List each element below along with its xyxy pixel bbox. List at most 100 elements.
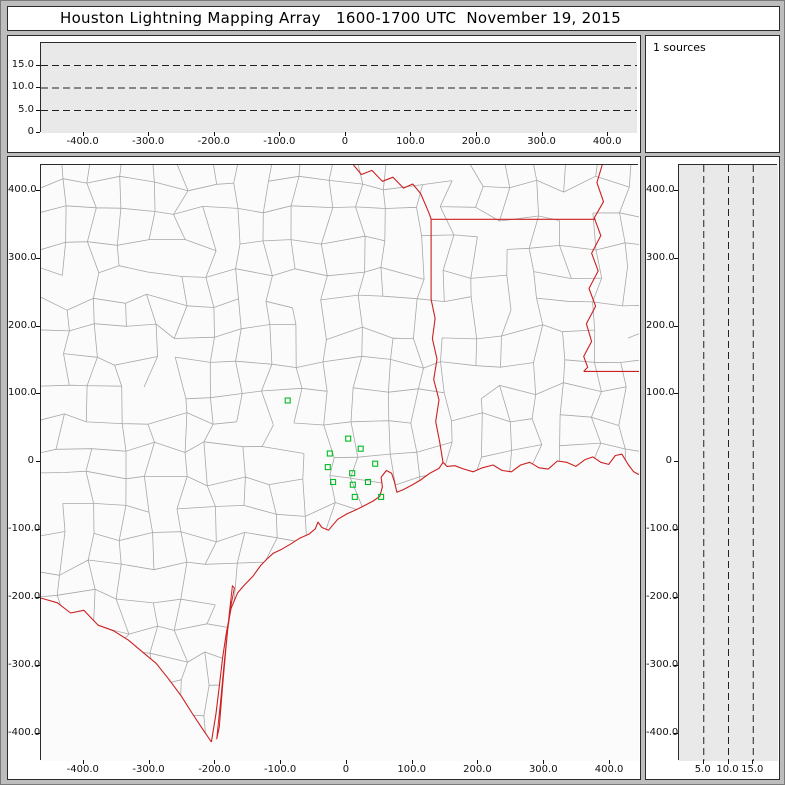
tick-label: -200.0: [198, 764, 231, 775]
tick-label: 400.0: [592, 136, 622, 147]
tick-label: 0: [342, 764, 350, 775]
altitude-ns-plot[interactable]: [678, 164, 778, 761]
tick-label: -300.0: [8, 658, 41, 670]
lma-station-marker: [349, 481, 356, 488]
tick-label: 300.0: [528, 764, 558, 775]
axis-tick: [727, 760, 729, 764]
axis-tick: [82, 760, 84, 764]
altitude-ew-canvas[interactable]: [41, 43, 637, 133]
axis-tick: [674, 529, 678, 531]
axis-tick: [36, 132, 40, 133]
tick-label: -400.0: [646, 726, 679, 738]
axis-tick: [36, 325, 40, 327]
axis-tick: [411, 760, 413, 764]
axis-tick: [36, 529, 40, 531]
mississippi-river-line: [583, 165, 605, 372]
tick-label: -200.0: [197, 136, 230, 147]
axis-tick: [543, 760, 545, 764]
axis-tick: [345, 760, 347, 764]
altitude-ns-panel: 5.0 10.0 15.0 400.0 300.0 200.0 100.0 0 -100.0 -2…: [645, 156, 780, 780]
axis-tick: [410, 132, 412, 136]
sources-count-label: 1 sources: [653, 41, 706, 54]
tick-label: 10.0: [716, 764, 739, 775]
axis-tick: [82, 132, 84, 136]
tick-label: -300.0: [646, 658, 679, 670]
tick-label: -100.0: [263, 764, 297, 775]
axis-tick: [702, 760, 704, 764]
axis-tick: [279, 132, 281, 136]
tick-label: 400.0: [646, 183, 675, 195]
axis-tick: [213, 132, 215, 136]
tick-label: -100.0: [8, 523, 41, 535]
tick-label: -200.0: [8, 591, 41, 603]
axis-tick: [541, 132, 543, 136]
altitude-ew-plot[interactable]: [40, 42, 637, 133]
lma-station-marker: [349, 470, 356, 477]
axis-tick: [36, 109, 40, 111]
tick-label: 0: [341, 136, 349, 147]
lma-station-marker: [345, 435, 352, 442]
plan-map-plot[interactable]: [40, 164, 639, 761]
axis-tick: [674, 664, 678, 666]
axis-tick: [214, 760, 216, 764]
axis-tick: [36, 664, 40, 666]
coast-line: [210, 453, 639, 743]
tick-label: 0: [27, 126, 34, 137]
lma-station-marker: [330, 478, 337, 486]
axis-tick: [148, 132, 150, 136]
tick-label: 100.0: [646, 387, 675, 399]
tick-label: 100.0: [396, 136, 425, 147]
tick-label: 15.0: [11, 58, 34, 70]
plan-map-canvas[interactable]: [41, 165, 639, 761]
tick-label: 300.0: [8, 251, 37, 263]
altitude-ew-panel: -400.0 -300.0 -200.0 -100.0 0 100.0 200.0 300.0…: [7, 35, 641, 153]
axis-tick: [36, 189, 40, 191]
lma-station-marker: [284, 397, 291, 404]
lma-station-marker: [357, 445, 364, 452]
tick-label: 100.0: [397, 764, 427, 775]
tick-label: 200.0: [646, 319, 675, 331]
tick-label: 100.0: [8, 387, 37, 399]
tick-label: -100.0: [263, 136, 296, 147]
tick-label: -300.0: [132, 764, 165, 775]
tick-label: 10.0: [11, 81, 34, 92]
tick-label: -400.0: [66, 136, 99, 147]
tick-label: 200.0: [463, 764, 492, 775]
rio-grande-line: [41, 597, 212, 743]
axis-tick: [609, 760, 611, 764]
tick-label: 400.0: [8, 183, 37, 195]
axis-tick: [36, 732, 40, 734]
tick-label: 0: [665, 455, 672, 467]
tick-label: 0: [27, 455, 34, 467]
axis-tick: [477, 760, 479, 764]
tick-label: 15.0: [741, 764, 764, 775]
plan-map-panel: -400.0 -300.0 -200.0 -100.0 0 100.0 200.0 300.0…: [7, 156, 641, 780]
lma-station-marker: [326, 450, 333, 457]
tick-label: -400.0: [66, 764, 99, 775]
axis-tick: [36, 393, 40, 395]
tick-label: 200.0: [461, 136, 491, 147]
axis-tick: [674, 732, 678, 734]
axis-tick: [674, 461, 678, 463]
sabine-border-line: [430, 219, 444, 463]
axis-tick: [674, 393, 678, 395]
tick-label: -300.0: [132, 136, 165, 147]
axis-tick: [36, 597, 40, 599]
axis-tick: [148, 760, 150, 764]
tick-label: 300.0: [646, 251, 675, 263]
tick-label: 5.0: [18, 103, 34, 115]
axis-tick: [674, 597, 678, 599]
lma-station-marker: [324, 464, 331, 471]
axis-tick: [36, 64, 40, 66]
axis-tick: [36, 257, 40, 259]
page-title: Houston Lightning Mapping Array 1600-170…: [7, 6, 780, 31]
tick-label: 400.0: [594, 764, 624, 775]
red-river-line: [353, 165, 432, 220]
tick-label: -200.0: [646, 591, 679, 603]
altitude-ns-canvas[interactable]: [679, 165, 778, 761]
lma-station-marker: [364, 478, 372, 486]
axis-tick: [674, 325, 678, 327]
lma-station-marker: [372, 460, 379, 467]
tick-label: 300.0: [527, 136, 556, 147]
